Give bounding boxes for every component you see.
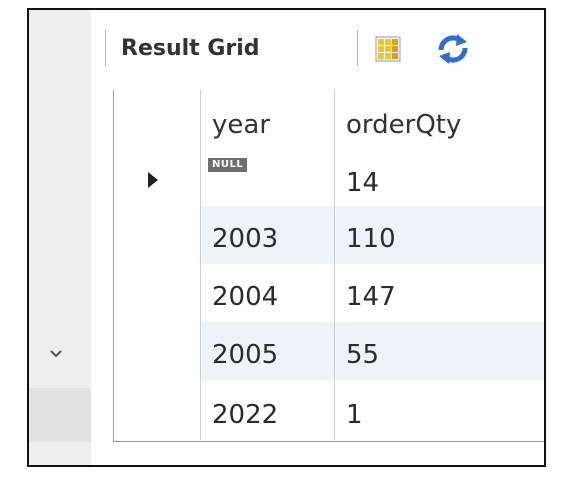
grid-layout-icon[interactable] [375,36,401,62]
cell-value: 14 [346,168,380,198]
column-header-label: orderQty [346,110,462,140]
row-selector[interactable] [114,380,201,440]
cell-orderqty[interactable]: 14 [334,154,544,206]
row-selector[interactable] [114,264,201,322]
result-toolbar: Result Grid [91,10,544,80]
cell-value: 2022 [212,400,279,430]
cell-orderqty[interactable]: 55 [334,322,544,380]
row-selector[interactable] [114,322,201,380]
cell-value: 55 [346,340,380,370]
column-header-orderqty[interactable]: orderQty [334,90,544,154]
toolbar-separator [105,30,106,66]
column-header-year[interactable]: year [200,90,335,154]
null-badge: NULL [208,158,248,172]
cell-year[interactable]: 2003 [200,206,335,264]
current-row-arrow-icon [148,172,158,188]
cell-year[interactable]: 2022 [200,380,335,440]
left-gutter-selected-area [29,388,91,442]
table-row[interactable]: 2022 1 [114,380,544,440]
table-row[interactable]: 2003 110 [114,206,544,265]
row-selector[interactable] [114,154,201,206]
grid-header-row: year orderQty [114,90,544,155]
cell-value: 2004 [212,282,279,312]
cell-value: 147 [346,282,396,312]
cell-year[interactable]: 2004 [200,264,335,322]
cell-orderqty[interactable]: 1 [334,380,544,440]
result-panel: Result Grid year ord [27,8,546,467]
table-row[interactable]: NULL 14 [114,154,544,207]
cell-year[interactable]: 2005 [200,322,335,380]
cell-value: 2003 [212,224,279,254]
toolbar-separator [357,30,358,66]
table-row[interactable]: 2005 55 [114,322,544,381]
table-row[interactable]: 2004 147 [114,264,544,323]
cell-value: 1 [346,400,363,430]
row-selector[interactable] [114,206,201,264]
cell-value: 110 [346,224,396,254]
refresh-icon[interactable] [433,32,473,66]
cell-orderqty[interactable]: 110 [334,206,544,264]
row-selector-header[interactable] [114,90,201,154]
result-grid: year orderQty NULL 14 2003 110 [113,90,544,442]
chevron-down-icon[interactable] [48,346,64,362]
result-grid-tab[interactable]: Result Grid [121,36,260,61]
cell-year[interactable]: NULL [200,154,335,206]
column-header-label: year [212,110,271,140]
cell-orderqty[interactable]: 147 [334,264,544,322]
cell-value: 2005 [212,340,279,370]
